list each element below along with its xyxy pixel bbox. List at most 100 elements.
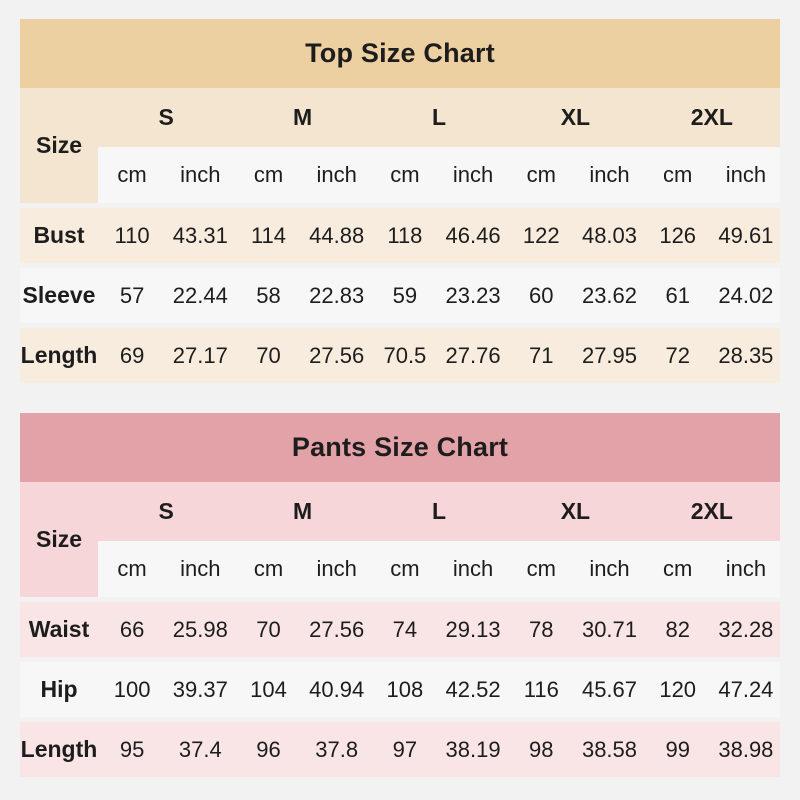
measurement-value: 60 xyxy=(529,282,554,308)
unit-header: cm xyxy=(507,541,576,597)
unit-header: inch xyxy=(438,541,508,597)
measurement-value: 43.31 xyxy=(172,222,228,248)
measurement-value: 61 xyxy=(665,282,690,308)
measurement-value: 120 xyxy=(659,676,697,702)
measurement-value: 27.56 xyxy=(309,616,365,642)
measurement-value: 99 xyxy=(665,736,690,762)
measurement-value: 104 xyxy=(250,676,287,702)
row-label: Hip xyxy=(40,676,78,702)
measurement-row: Waist 66 25.98 70 27.56 74 29.13 78 30.71 82 32.28 xyxy=(20,602,780,657)
measurement-value: 25.98 xyxy=(172,616,228,642)
measurement-value: 69 xyxy=(119,342,145,368)
size-column-header: 2XL xyxy=(643,88,780,147)
measurement-value: 22.83 xyxy=(309,282,365,308)
size-column-header: M xyxy=(234,88,371,147)
measurement-value: 42.52 xyxy=(445,676,501,702)
row-label: Length xyxy=(20,736,98,762)
unit-header: cm xyxy=(643,541,712,597)
chart-title: Top Size Chart xyxy=(20,19,780,88)
measurement-value: 47.24 xyxy=(718,676,774,702)
measurement-value: 23.23 xyxy=(445,282,501,308)
unit-header: cm xyxy=(234,147,303,203)
measurement-value: 46.46 xyxy=(445,222,501,248)
measurement-value: 37.4 xyxy=(178,736,222,762)
unit-header: cm xyxy=(643,147,712,203)
measurement-value: 27.17 xyxy=(172,342,228,368)
measurement-value: 116 xyxy=(523,676,559,702)
measurement-value: 38.58 xyxy=(581,736,638,762)
unit-header: inch xyxy=(711,147,780,203)
measurement-value: 30.71 xyxy=(581,616,638,642)
measurement-value: 78 xyxy=(529,616,554,642)
measurement-value: 58 xyxy=(256,282,281,308)
size-corner-label: Size xyxy=(20,482,98,597)
size-chart-page: Top Size Chart Size S M L XL 2XL cm inch cm inch c… xyxy=(20,19,780,777)
measurement-value: 70 xyxy=(256,616,281,642)
measurement-value: 70.5 xyxy=(383,342,427,368)
measurement-value: 27.95 xyxy=(581,342,638,368)
unit-header: cm xyxy=(370,147,439,203)
unit-header: inch xyxy=(711,541,780,597)
size-corner-label: Size xyxy=(20,88,98,203)
unit-header: cm xyxy=(98,541,167,597)
measurement-value: 110 xyxy=(114,222,150,248)
measurement-value: 114 xyxy=(250,222,287,248)
measurement-value: 22.44 xyxy=(172,282,228,308)
row-label: Length xyxy=(20,342,98,368)
measurement-value: 49.61 xyxy=(718,222,774,248)
measurement-value: 98 xyxy=(529,736,554,762)
measurement-value: 32.28 xyxy=(718,616,774,642)
top-size-chart: Top Size Chart Size S M L XL 2XL cm inch cm inch c… xyxy=(20,19,780,383)
unit-header: inch xyxy=(166,147,235,203)
chart-header: Size S M L XL 2XL cm inch cm inch cm inch cm inch cm in… xyxy=(20,482,780,597)
measurement-value: 96 xyxy=(256,736,281,762)
row-label: Sleeve xyxy=(22,282,96,308)
measurement-value: 37.8 xyxy=(315,736,359,762)
pants-size-chart: Pants Size Chart Size S M L XL 2XL cm inch cm inc… xyxy=(20,413,780,777)
measurement-value: 66 xyxy=(119,616,145,642)
chart-body: Waist 66 25.98 70 27.56 74 29.13 78 30.71 82 32.28… xyxy=(20,602,780,777)
measurement-value: 118 xyxy=(387,222,423,248)
row-label: Bust xyxy=(33,222,85,248)
measurement-value: 44.88 xyxy=(309,222,365,248)
unit-header: cm xyxy=(234,541,303,597)
measurement-row: Hip 100 39.37 104 40.94 108 42.52 116 45.67 120 47… xyxy=(20,662,780,717)
measurement-value: 122 xyxy=(522,222,560,248)
measurement-value: 23.62 xyxy=(581,282,638,308)
unit-header: inch xyxy=(438,147,508,203)
measurement-row: Bust 110 43.31 114 44.88 118 46.46 122 48.03 126 4… xyxy=(20,208,780,263)
measurement-value: 71 xyxy=(529,342,554,368)
unit-header: cm xyxy=(370,541,439,597)
unit-header: inch xyxy=(575,541,644,597)
measurement-value: 28.35 xyxy=(718,342,774,368)
measurement-value: 40.94 xyxy=(309,676,365,702)
size-column-header: 2XL xyxy=(643,482,780,541)
size-column-header: S xyxy=(98,88,235,147)
size-column-header: XL xyxy=(507,482,644,541)
measurement-value: 95 xyxy=(119,736,145,762)
measurement-value: 74 xyxy=(392,616,418,642)
unit-header: inch xyxy=(302,147,371,203)
measurement-value: 45.67 xyxy=(581,676,638,702)
measurement-value: 70 xyxy=(256,342,281,368)
measurement-value: 48.03 xyxy=(581,222,638,248)
measurement-value: 29.13 xyxy=(445,616,501,642)
unit-header: cm xyxy=(98,147,167,203)
measurement-value: 72 xyxy=(665,342,690,368)
unit-header: cm xyxy=(507,147,576,203)
chart-body: Bust 110 43.31 114 44.88 118 46.46 122 48.03 126 4… xyxy=(20,208,780,383)
measurement-value: 24.02 xyxy=(718,282,774,308)
chart-header: Size S M L XL 2XL cm inch cm inch cm inch cm inch cm in… xyxy=(20,88,780,203)
measurement-value: 108 xyxy=(386,676,424,702)
measurement-value: 57 xyxy=(119,282,145,308)
unit-header: inch xyxy=(575,147,644,203)
measurement-row: Sleeve 57 22.44 58 22.83 59 23.23 60 23.62 61 24.0… xyxy=(20,268,780,323)
size-column-header: XL xyxy=(507,88,644,147)
measurement-row: Length 69 27.17 70 27.56 70.5 27.76 71 27.95 72 28… xyxy=(20,328,780,383)
measurement-value: 59 xyxy=(392,282,418,308)
measurement-value: 38.98 xyxy=(718,736,774,762)
measurement-value: 100 xyxy=(113,676,151,702)
unit-header: inch xyxy=(302,541,371,597)
row-label: Waist xyxy=(28,616,90,642)
chart-title: Pants Size Chart xyxy=(20,413,780,482)
